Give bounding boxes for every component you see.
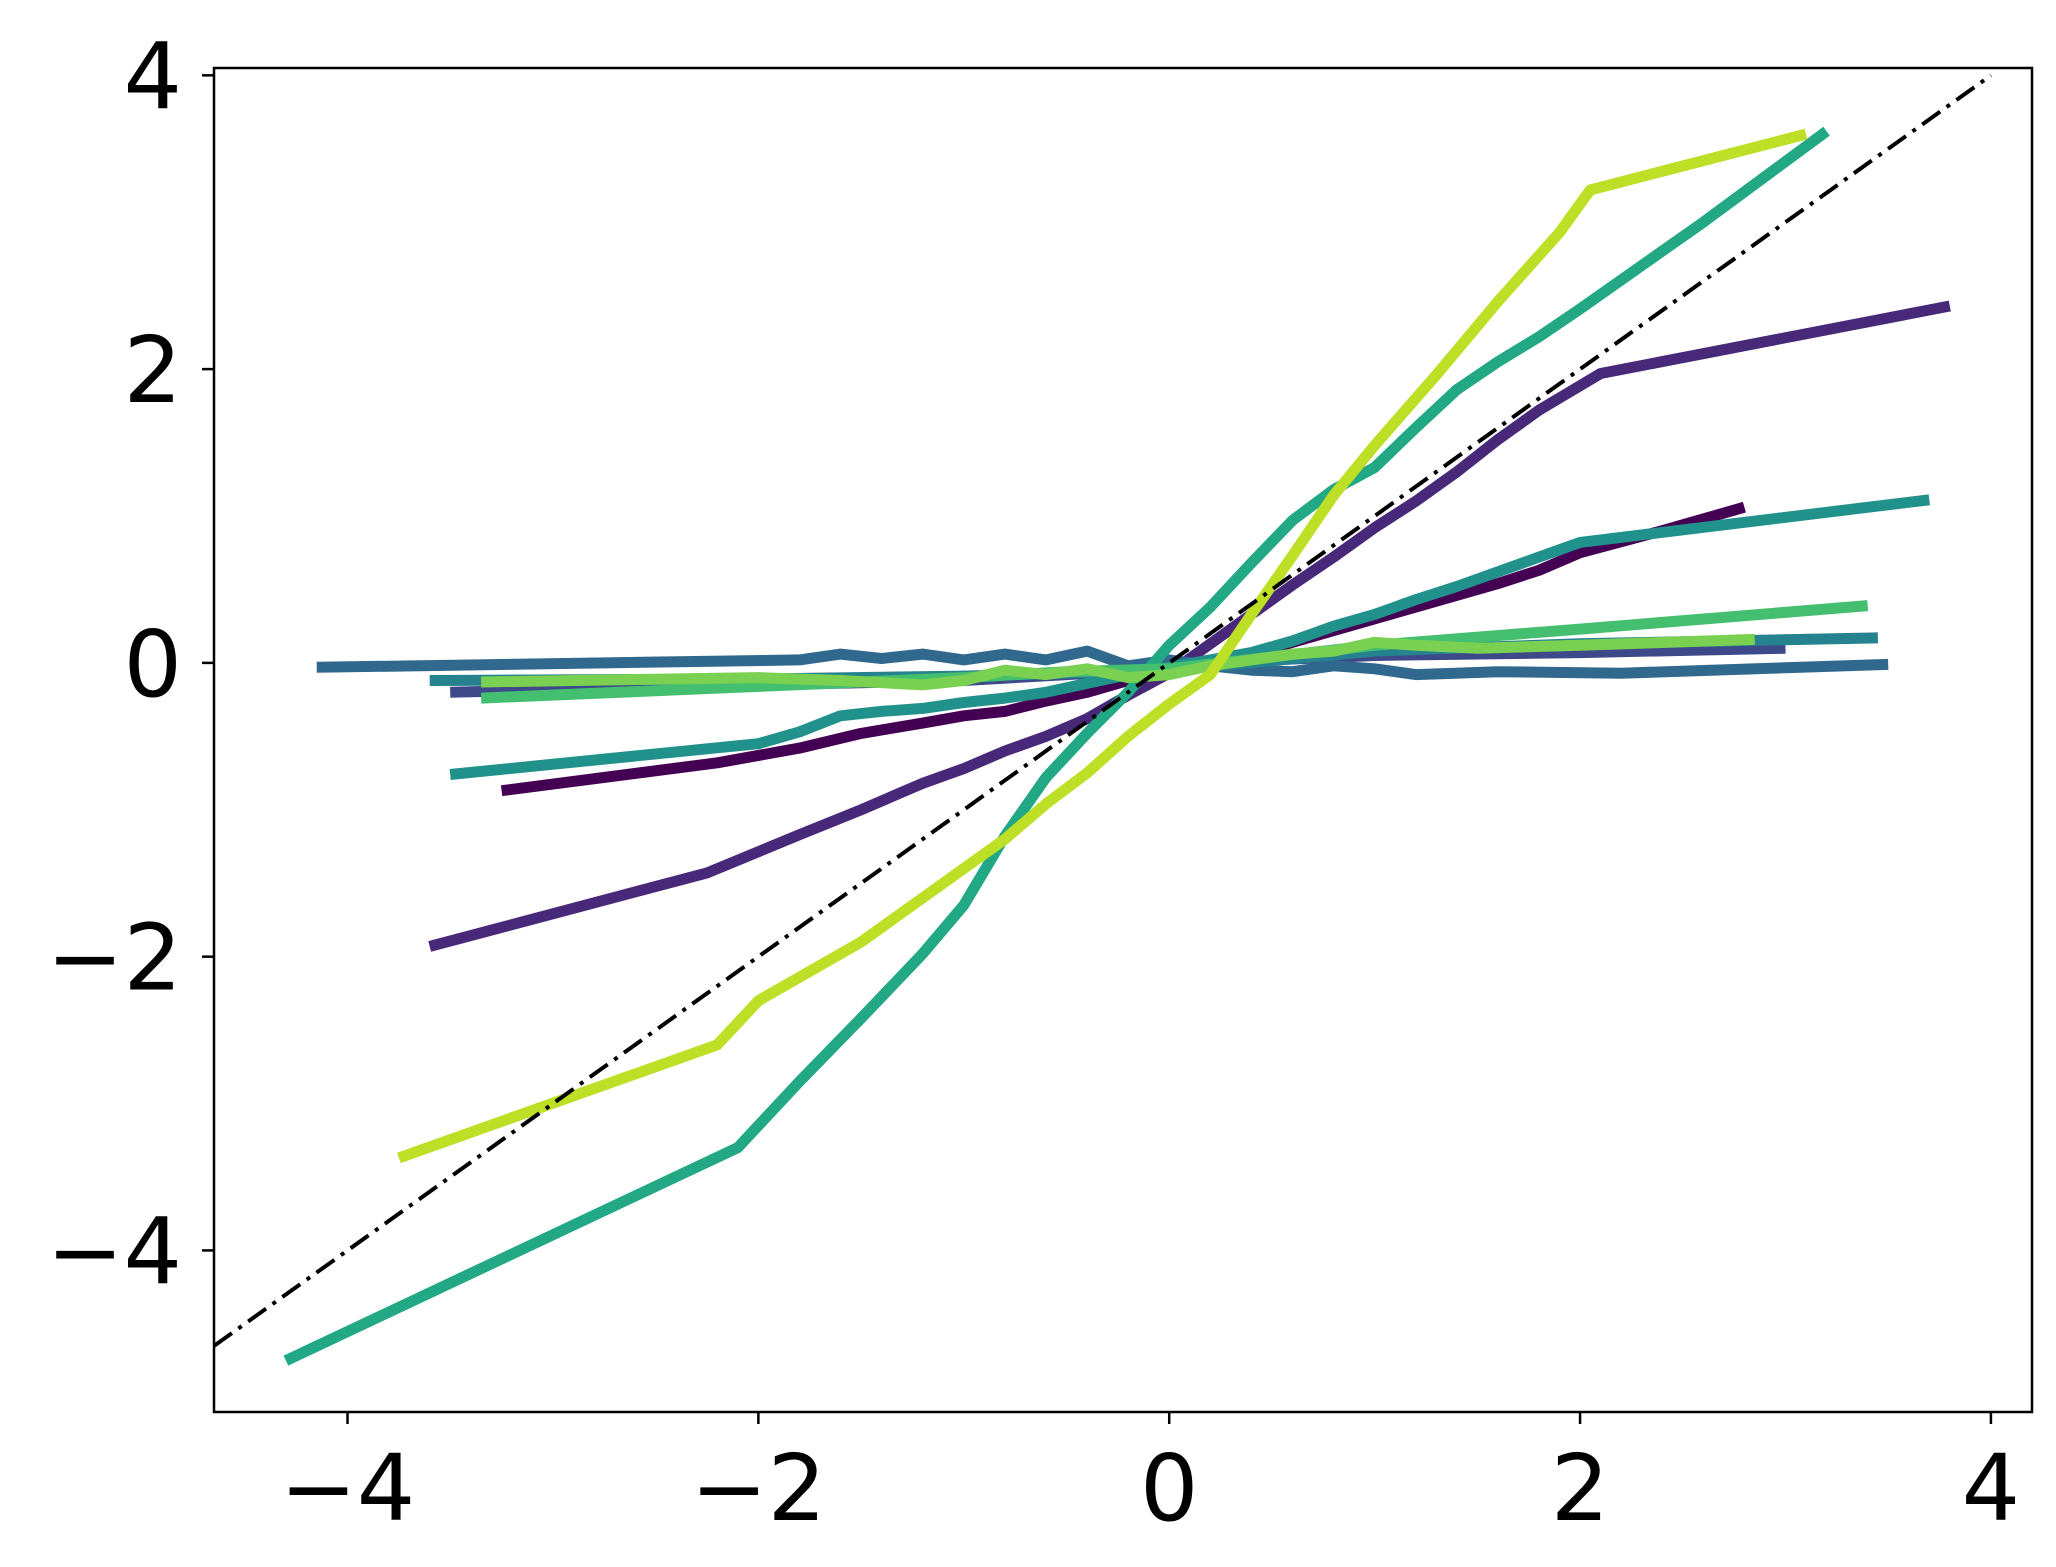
x-tick-label-3: 0 [1140, 1435, 1199, 1542]
y-tick-label-1: −4 [46, 1198, 182, 1305]
x-axis: −4 −2 0 2 4 [280, 1412, 2020, 1542]
x-tick-label-5: 4 [1962, 1435, 2021, 1542]
series-layer [283, 126, 1951, 1366]
y-tick-label-3: 0 [123, 611, 182, 718]
reference-line [214, 73, 1993, 1348]
series-line-7 [283, 126, 1830, 1366]
x-tick-label-2: −2 [691, 1435, 827, 1542]
series-line-9 [481, 633, 1755, 691]
y-axis: −4 −2 0 2 4 [46, 23, 214, 1305]
series-line-10 [397, 128, 1808, 1164]
reference-layer [214, 73, 1993, 1348]
x-tick-label-4: 2 [1551, 1435, 1610, 1542]
plot-frame [212, 66, 2034, 1414]
x-tick-label-1: −4 [280, 1435, 416, 1542]
y-tick-label-2: −2 [46, 905, 182, 1012]
y-tick-label-5: 4 [123, 23, 182, 130]
y-tick-label-4: 2 [123, 317, 182, 424]
